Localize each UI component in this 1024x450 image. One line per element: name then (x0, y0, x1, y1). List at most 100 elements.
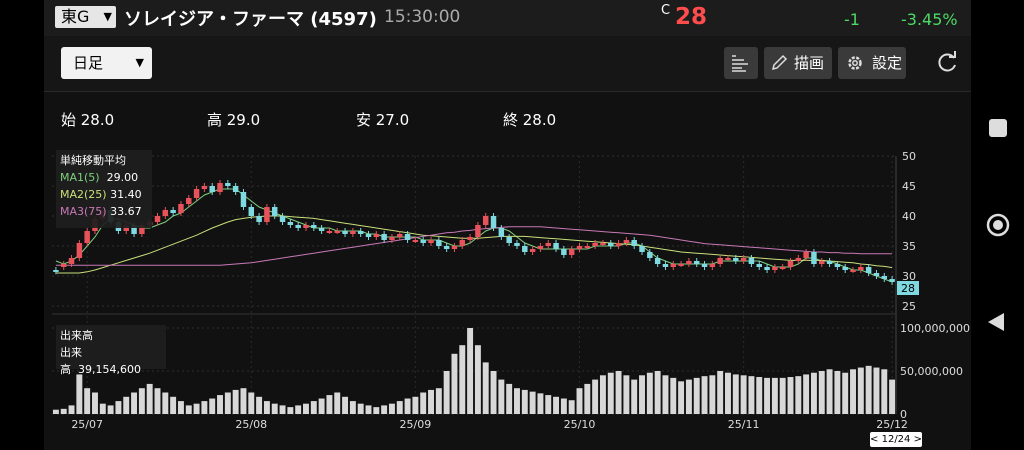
volume-bar (115, 401, 122, 414)
volume-bar (803, 374, 810, 414)
low-value: 安 27.0 (356, 111, 410, 129)
candle (217, 183, 223, 192)
volume-bar (443, 371, 450, 414)
volume-bar (795, 376, 802, 414)
candle (451, 246, 458, 249)
volume-bar (92, 392, 98, 414)
candle (404, 234, 411, 240)
volume-bar (357, 403, 364, 414)
volume-bar (396, 401, 403, 414)
candle (279, 216, 286, 222)
chart-toolbar: 日足 ▼ 描画 設定 (44, 36, 971, 92)
candle (334, 231, 340, 233)
volume-bar (670, 377, 677, 414)
candle (701, 264, 708, 267)
volume-bar (435, 388, 442, 414)
candle (725, 258, 731, 260)
volume-bar (256, 396, 263, 414)
candle (826, 261, 833, 264)
volume-tick-label: 100,000,000 (900, 322, 970, 335)
ma3-value: 33.67 (110, 205, 142, 218)
candle (412, 240, 419, 242)
price-tick-label: 25 (902, 300, 916, 313)
ma-line-3 (55, 226, 893, 266)
candle (365, 234, 372, 237)
price-flag: C (661, 3, 671, 18)
volume-bar (889, 379, 896, 414)
candle (608, 243, 614, 246)
candle (482, 216, 489, 225)
candle (170, 210, 176, 213)
date-navigator[interactable]: < 12/24 > (870, 432, 922, 447)
price-volume-chart[interactable]: 50 45 40 35 30 25 100,000,000 50,000,000 0 25/07 2… (44, 148, 971, 450)
volume-bar (248, 392, 255, 414)
candle (873, 273, 880, 276)
list-view-button[interactable] (724, 47, 758, 79)
candle (623, 240, 630, 243)
volume-bar (365, 405, 372, 414)
ma1-label: MA1(5) (60, 171, 100, 184)
quote-time: 15:30:00 (384, 7, 461, 27)
candle (686, 261, 692, 264)
price-tick-label: 50 (902, 150, 916, 163)
candle (553, 243, 559, 249)
candle (201, 186, 208, 189)
period-select[interactable]: 日足 ▼ (61, 47, 152, 79)
volume-bar (428, 389, 434, 414)
volume-bar (201, 401, 208, 414)
candle (639, 246, 645, 252)
volume-bar (506, 383, 513, 414)
volume-bar (154, 388, 161, 414)
candle (889, 279, 895, 282)
candle (84, 231, 90, 243)
candle (615, 243, 622, 246)
candle (60, 264, 67, 267)
back-icon[interactable] (988, 313, 1004, 331)
settings-button[interactable]: 設定 (838, 47, 906, 79)
home-icon[interactable] (986, 213, 1010, 237)
volume-bar (545, 395, 552, 414)
app-window: 東G ▼ ソレイジア・ファーマ (4597) 15:30:00 C 28 -1 -… (44, 0, 971, 450)
volume-bar (873, 367, 880, 414)
candle (693, 261, 700, 264)
volume-bar (764, 377, 771, 414)
candle (850, 270, 856, 272)
candle (287, 222, 294, 225)
volume-bar (725, 372, 731, 414)
candle (131, 225, 137, 234)
candle (522, 246, 528, 252)
volume-bar (263, 401, 270, 414)
candle (584, 246, 591, 248)
candle (381, 234, 387, 240)
price-change: -1 (844, 10, 860, 29)
market-select[interactable]: 東G ▼ (55, 6, 116, 28)
volume-bar (834, 371, 841, 414)
volume-bar (420, 392, 427, 414)
candle (162, 210, 169, 216)
caret-down-icon: ▼ (135, 56, 144, 69)
volume-bar (412, 396, 419, 414)
header-bar: 東G ▼ ソレイジア・ファーマ (4597) 15:30:00 C 28 -1 -… (44, 0, 971, 36)
volume-bar (865, 365, 872, 414)
refresh-icon[interactable] (934, 50, 960, 76)
candle (443, 246, 450, 249)
candle (139, 225, 145, 234)
volume-bar (818, 371, 825, 414)
candle (545, 243, 551, 246)
settings-label: 設定 (872, 54, 903, 72)
volume-bar (654, 371, 661, 414)
candle (865, 267, 872, 273)
date-tick-label: 25/11 (728, 418, 760, 431)
price-tick-label: 30 (902, 270, 916, 283)
draw-button[interactable]: 描画 (764, 47, 832, 79)
volume-bar (881, 369, 888, 414)
candle (772, 267, 778, 270)
volume-bar (529, 391, 536, 414)
volume-bar (474, 345, 481, 414)
candle (654, 258, 661, 264)
candle (858, 267, 864, 270)
gear-icon (848, 56, 862, 70)
candle (568, 249, 575, 255)
recent-apps-icon[interactable] (989, 119, 1007, 137)
volume-bar (826, 369, 833, 414)
